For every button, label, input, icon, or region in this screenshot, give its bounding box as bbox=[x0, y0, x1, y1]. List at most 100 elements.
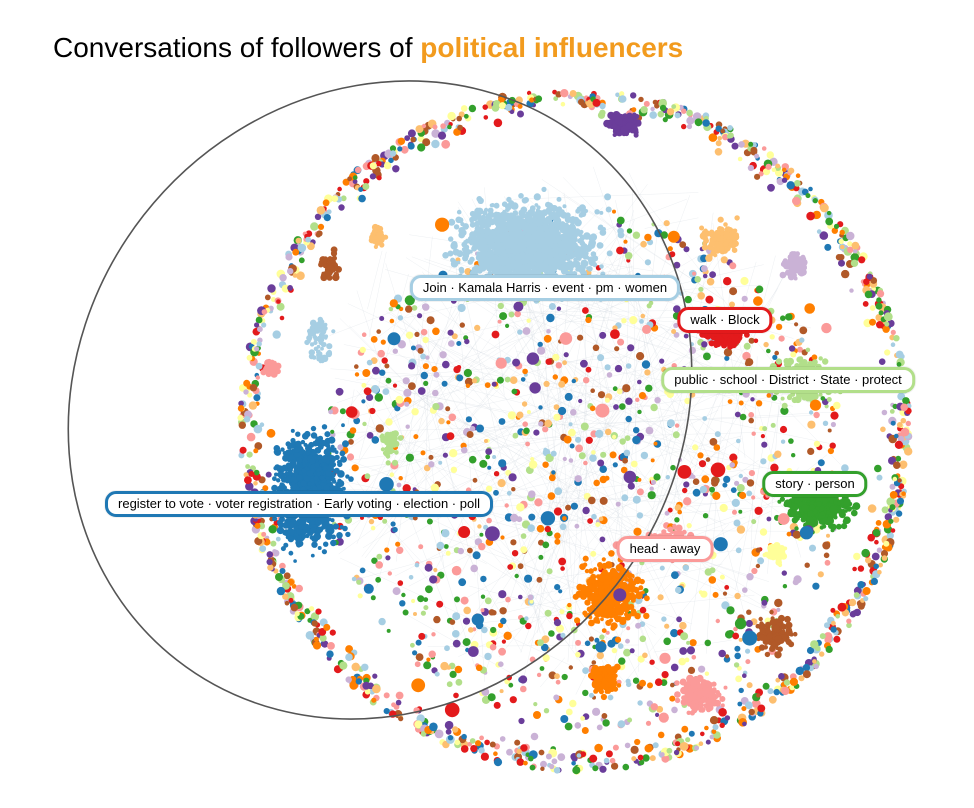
graph-node bbox=[900, 427, 910, 437]
graph-node bbox=[325, 443, 331, 448]
graph-node bbox=[561, 269, 567, 275]
graph-node bbox=[701, 475, 710, 484]
graph-node bbox=[493, 118, 503, 128]
graph-node bbox=[444, 720, 454, 730]
graph-node bbox=[632, 495, 641, 504]
graph-node bbox=[366, 359, 373, 366]
graph-node bbox=[430, 483, 440, 492]
graph-node bbox=[642, 652, 648, 659]
graph-node bbox=[537, 346, 546, 355]
graph-node bbox=[791, 453, 796, 458]
graph-node bbox=[546, 313, 555, 323]
graph-node bbox=[895, 510, 903, 517]
graph-node bbox=[532, 223, 537, 228]
graph-node bbox=[505, 323, 510, 328]
graph-node bbox=[581, 727, 589, 734]
graph-node bbox=[454, 739, 461, 746]
graph-node bbox=[826, 533, 830, 538]
graph-node bbox=[746, 479, 755, 487]
graph-node bbox=[485, 485, 493, 492]
graph-node bbox=[742, 587, 748, 593]
graph-node bbox=[587, 241, 596, 249]
graph-node bbox=[529, 764, 536, 771]
graph-node bbox=[493, 202, 500, 209]
graph-node bbox=[788, 345, 796, 352]
graph-node bbox=[639, 319, 644, 324]
graph-node bbox=[888, 518, 894, 524]
graph-node bbox=[440, 123, 446, 129]
graph-node bbox=[822, 420, 829, 426]
graph-edge bbox=[572, 444, 589, 649]
graph-node bbox=[622, 457, 628, 464]
graph-node bbox=[576, 753, 582, 758]
graph-node bbox=[493, 489, 499, 496]
graph-node bbox=[659, 752, 665, 757]
graph-node bbox=[763, 341, 769, 348]
graph-node bbox=[761, 599, 768, 606]
graph-node bbox=[391, 702, 396, 708]
graph-node bbox=[630, 92, 637, 99]
graph-node bbox=[733, 626, 738, 632]
graph-node bbox=[310, 612, 320, 621]
graph-node bbox=[549, 221, 555, 228]
graph-node bbox=[469, 221, 476, 228]
graph-node bbox=[560, 632, 566, 638]
graph-node bbox=[499, 211, 507, 219]
graph-node bbox=[645, 426, 654, 435]
graph-node bbox=[890, 420, 896, 426]
graph-node bbox=[533, 429, 540, 436]
graph-node bbox=[679, 241, 687, 249]
graph-edge bbox=[386, 311, 717, 523]
graph-node bbox=[252, 472, 261, 481]
graph-node bbox=[502, 265, 510, 273]
graph-node bbox=[686, 116, 695, 125]
graph-node bbox=[327, 454, 334, 461]
graph-node bbox=[340, 195, 347, 202]
graph-node bbox=[692, 478, 700, 486]
graph-node bbox=[331, 195, 339, 203]
graph-node bbox=[597, 242, 604, 249]
graph-node bbox=[518, 594, 523, 600]
graph-node bbox=[339, 408, 346, 415]
graph-node bbox=[650, 458, 655, 463]
graph-node bbox=[327, 642, 335, 650]
graph-node bbox=[420, 450, 426, 456]
graph-node bbox=[408, 575, 414, 580]
graph-node bbox=[288, 449, 293, 454]
graph-node bbox=[543, 226, 549, 232]
graph-node bbox=[448, 413, 457, 422]
graph-node bbox=[520, 533, 527, 539]
graph-node bbox=[417, 387, 426, 395]
graph-node bbox=[376, 553, 383, 560]
graph-node bbox=[296, 528, 303, 535]
graph-node bbox=[359, 567, 366, 574]
graph-node bbox=[338, 204, 345, 211]
graph-node bbox=[651, 479, 656, 485]
graph-node bbox=[261, 309, 268, 315]
graph-node bbox=[525, 752, 531, 757]
graph-node bbox=[446, 420, 451, 425]
graph-node bbox=[731, 142, 739, 150]
graph-node bbox=[596, 724, 603, 731]
graph-node bbox=[663, 637, 671, 646]
graph-edge bbox=[618, 467, 800, 691]
graph-node bbox=[685, 737, 691, 743]
graph-node bbox=[698, 741, 704, 746]
graph-node bbox=[524, 574, 533, 583]
graph-edge bbox=[425, 264, 764, 343]
graph-node bbox=[548, 303, 556, 310]
graph-node bbox=[538, 213, 544, 218]
graph-node bbox=[433, 567, 438, 573]
graph-node bbox=[351, 576, 357, 582]
graph-edge bbox=[523, 272, 571, 600]
graph-node bbox=[679, 742, 689, 751]
graph-node bbox=[702, 273, 708, 279]
graph-node bbox=[441, 139, 451, 149]
graph-node bbox=[664, 510, 670, 516]
graph-edge bbox=[638, 483, 652, 500]
graph-node bbox=[431, 366, 438, 373]
graph-node bbox=[511, 550, 519, 557]
graph-node bbox=[520, 222, 528, 229]
graph-node bbox=[822, 541, 831, 550]
graph-node bbox=[377, 349, 386, 358]
